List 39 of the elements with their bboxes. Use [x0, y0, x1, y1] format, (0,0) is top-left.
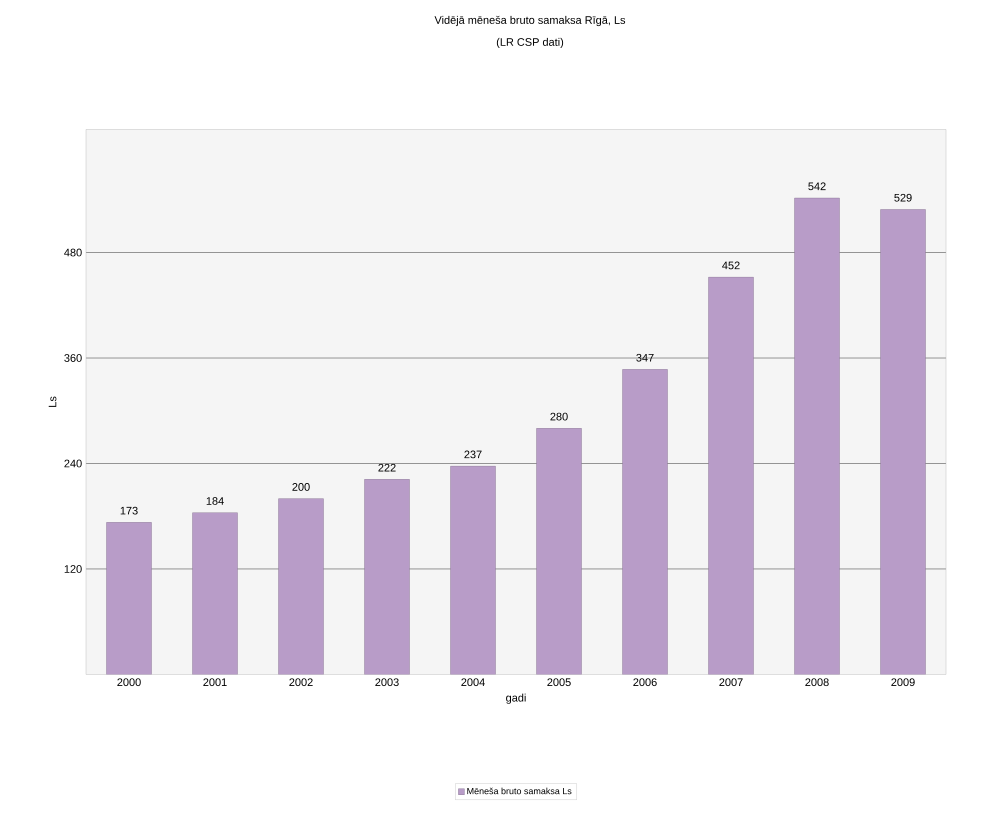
- bar: [364, 479, 410, 674]
- bar: [708, 276, 754, 674]
- data-label: 347: [636, 354, 654, 362]
- data-label: 200: [292, 483, 310, 491]
- bar: [450, 466, 496, 674]
- data-label: 173: [120, 506, 138, 515]
- data-label: 184: [206, 497, 224, 505]
- chart-title: Vidējā mēneša bruto samaksa Rīgā, Ls: [434, 16, 626, 26]
- y-tick-label: 480: [64, 248, 82, 256]
- bar: [622, 369, 668, 674]
- y-tick-label: 120: [64, 565, 82, 573]
- data-label: 222: [378, 464, 396, 472]
- bar: [880, 209, 926, 674]
- x-tick-label: 2005: [547, 678, 571, 686]
- data-label: 280: [550, 412, 568, 420]
- data-label: 237: [464, 450, 482, 458]
- x-tick-label: 2001: [203, 678, 227, 686]
- x-tick-label: 2008: [805, 678, 829, 686]
- bar: [278, 498, 324, 674]
- data-label: 542: [808, 182, 826, 190]
- y-axis-title: Ls: [48, 396, 56, 407]
- x-tick-label: 2007: [719, 678, 743, 686]
- legend-label: Mēneša bruto samaksa Ls: [467, 788, 572, 794]
- x-tick-label: 2002: [289, 678, 313, 686]
- x-tick-label: 2000: [117, 678, 141, 686]
- x-tick-label: 2009: [891, 678, 915, 686]
- bar: [106, 522, 152, 674]
- x-tick-label: 2003: [375, 678, 399, 686]
- bar: [536, 428, 582, 674]
- x-axis-title: gadi: [506, 694, 526, 704]
- y-tick-label: 360: [64, 354, 82, 362]
- x-tick-label: 2006: [633, 678, 657, 686]
- x-tick-label: 2004: [461, 678, 485, 686]
- data-label: 529: [894, 194, 912, 202]
- data-label: 452: [722, 262, 740, 270]
- chart-subtitle: (LR CSP dati): [496, 38, 564, 48]
- bar: [794, 198, 840, 674]
- y-tick-label: 240: [64, 460, 82, 468]
- bar: [192, 512, 238, 674]
